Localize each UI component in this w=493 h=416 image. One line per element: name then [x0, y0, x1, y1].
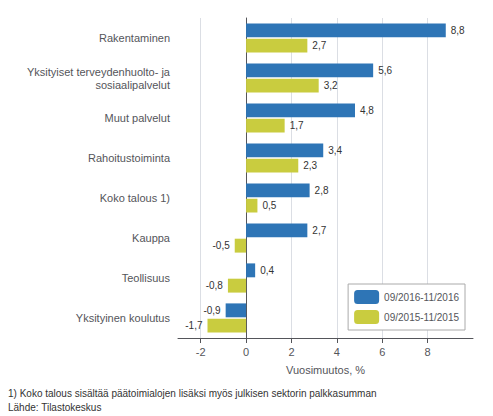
svg-text:8,8: 8,8: [451, 25, 465, 36]
svg-text:Rahoitustoiminta: Rahoitustoiminta: [88, 152, 171, 164]
svg-text:-1,7: -1,7: [185, 320, 203, 331]
svg-text:2,7: 2,7: [312, 225, 326, 236]
svg-text:0: 0: [243, 346, 249, 358]
svg-text:sosiaalipalvelut: sosiaalipalvelut: [95, 79, 170, 91]
svg-text:Rakentaminen: Rakentaminen: [99, 32, 170, 44]
svg-text:Lähde: Tilastokeskus: Lähde: Tilastokeskus: [8, 402, 101, 413]
svg-text:09/2016-11/2016: 09/2016-11/2016: [384, 292, 459, 303]
svg-text:Koko talous 1): Koko talous 1): [100, 192, 170, 204]
svg-text:6: 6: [379, 346, 385, 358]
svg-text:09/2015-11/2015: 09/2015-11/2015: [384, 312, 459, 323]
svg-text:Vuosimuutos, %: Vuosimuutos, %: [286, 364, 365, 376]
svg-text:8: 8: [425, 346, 431, 358]
svg-text:0,4: 0,4: [260, 265, 274, 276]
svg-text:3,2: 3,2: [324, 80, 338, 91]
svg-text:-0,5: -0,5: [212, 240, 230, 251]
svg-text:Kauppa: Kauppa: [132, 232, 171, 244]
svg-text:-0,8: -0,8: [206, 280, 224, 291]
svg-text:0,5: 0,5: [262, 200, 276, 211]
svg-text:2: 2: [288, 346, 294, 358]
svg-text:2,3: 2,3: [303, 160, 317, 171]
svg-text:3,4: 3,4: [328, 145, 342, 156]
svg-text:2,7: 2,7: [312, 40, 326, 51]
svg-text:5,6: 5,6: [378, 65, 392, 76]
svg-text:-2: -2: [196, 346, 206, 358]
svg-text:4,8: 4,8: [360, 105, 374, 116]
svg-text:Teollisuus: Teollisuus: [122, 272, 171, 284]
svg-text:-0,9: -0,9: [203, 305, 221, 316]
svg-text:1) Koko talous sisältää päätoi: 1) Koko talous sisältää päätoimialojen l…: [8, 388, 377, 399]
svg-text:Muut palvelut: Muut palvelut: [105, 112, 170, 124]
svg-text:4: 4: [334, 346, 340, 358]
svg-text:Yksityinen koulutus: Yksityinen koulutus: [76, 312, 171, 324]
svg-text:2,8: 2,8: [315, 185, 329, 196]
svg-text:Yksityiset terveydenhuolto- ja: Yksityiset terveydenhuolto- ja: [27, 66, 171, 78]
svg-text:1,7: 1,7: [290, 120, 304, 131]
